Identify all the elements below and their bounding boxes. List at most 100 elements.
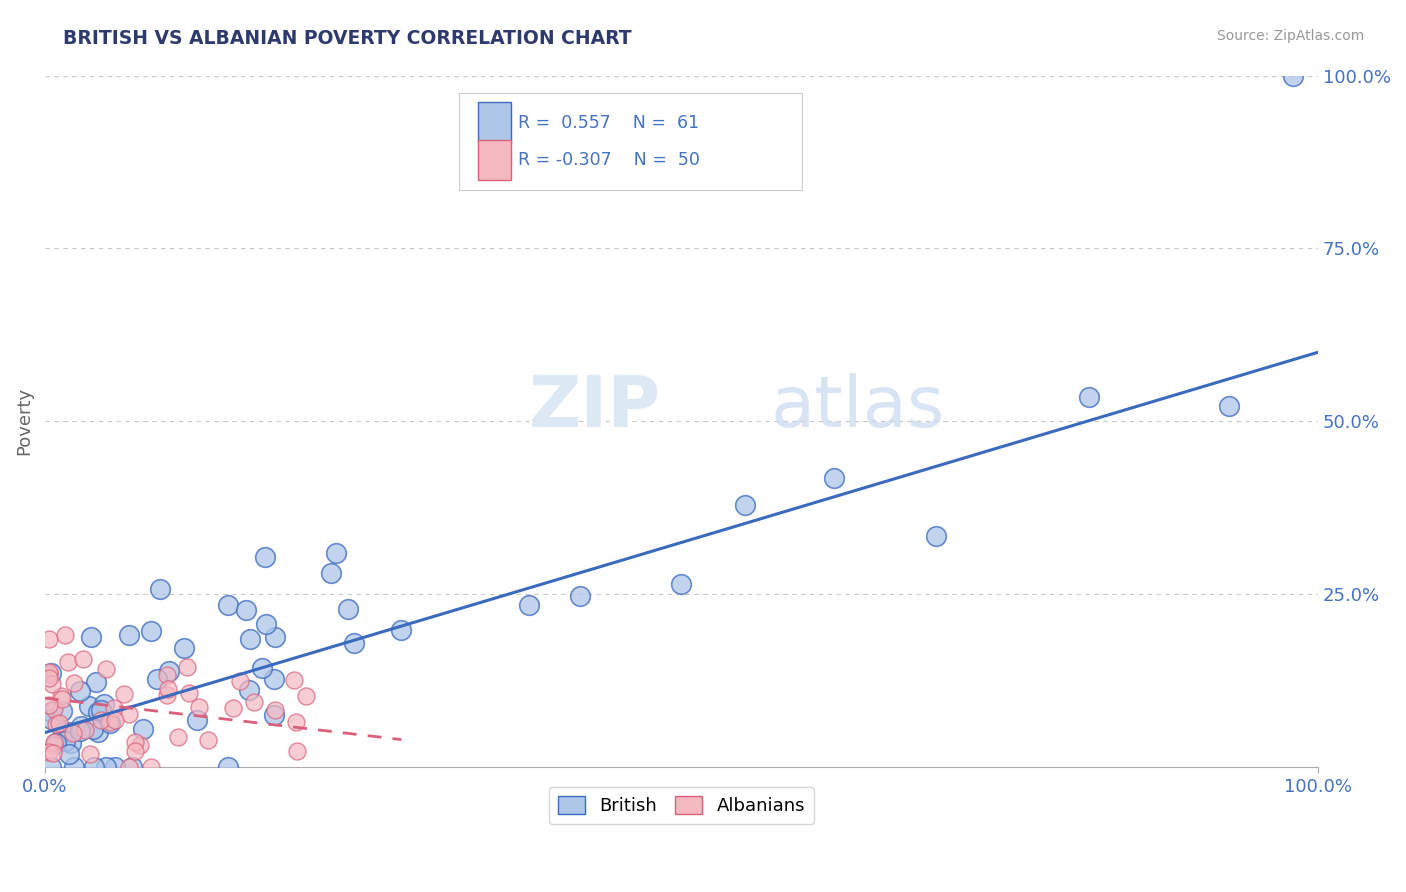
Point — [80, 630, 103, 644]
Point — [44, 735, 66, 749]
Point — [38, 667, 60, 681]
Point — [103, 701, 125, 715]
Point — [1218, 400, 1240, 414]
Point — [285, 714, 308, 729]
Point — [229, 673, 252, 688]
Point — [98, 715, 121, 730]
Point — [253, 550, 276, 565]
Point — [69, 683, 91, 698]
Point — [87, 705, 110, 719]
Point — [156, 688, 179, 702]
Point — [734, 498, 756, 512]
Point — [86, 674, 108, 689]
Point — [58, 747, 80, 761]
Point — [38, 671, 60, 685]
Point — [82, 722, 104, 736]
Point — [823, 471, 845, 485]
Point — [188, 699, 211, 714]
Text: ZIP: ZIP — [529, 373, 661, 442]
Point — [62, 760, 84, 774]
Text: R =  0.557    N =  61: R = 0.557 N = 61 — [519, 113, 700, 131]
Point — [157, 664, 180, 678]
Point — [90, 704, 112, 718]
Point — [51, 692, 73, 706]
Point — [72, 652, 94, 666]
Point — [124, 735, 146, 749]
Point — [38, 632, 60, 646]
Text: BRITISH VS ALBANIAN POVERTY CORRELATION CHART: BRITISH VS ALBANIAN POVERTY CORRELATION … — [63, 29, 631, 47]
Point — [56, 655, 79, 669]
Point — [42, 701, 65, 715]
Point — [252, 661, 274, 675]
Point — [238, 683, 260, 698]
Point — [77, 699, 100, 714]
Point — [263, 708, 285, 723]
Point — [337, 602, 360, 616]
Text: atlas: atlas — [770, 373, 945, 442]
Point — [48, 716, 70, 731]
Point — [83, 760, 105, 774]
Point — [53, 628, 76, 642]
Point — [118, 627, 141, 641]
Point — [121, 760, 143, 774]
Point — [568, 589, 591, 603]
Point — [98, 714, 121, 729]
Point — [285, 744, 308, 758]
Text: R = -0.307    N =  50: R = -0.307 N = 50 — [519, 151, 700, 169]
Point — [63, 676, 86, 690]
FancyBboxPatch shape — [458, 93, 803, 190]
Point — [45, 736, 67, 750]
Point — [53, 734, 76, 748]
Point — [264, 703, 287, 717]
Point — [87, 724, 110, 739]
Point — [89, 714, 111, 728]
Point — [254, 617, 277, 632]
Point — [93, 697, 115, 711]
Point — [343, 636, 366, 650]
Point — [94, 760, 117, 774]
Point — [41, 677, 63, 691]
Point — [49, 690, 72, 704]
Point — [319, 566, 342, 581]
Point — [44, 738, 66, 752]
Point — [94, 662, 117, 676]
Point — [294, 690, 316, 704]
Point — [69, 724, 91, 739]
Point — [124, 744, 146, 758]
Point — [39, 760, 62, 774]
FancyBboxPatch shape — [478, 103, 510, 143]
Point — [283, 673, 305, 687]
Point — [264, 630, 287, 644]
Point — [176, 660, 198, 674]
Point — [243, 695, 266, 709]
Point — [325, 546, 347, 560]
Point — [671, 577, 693, 591]
Point — [51, 704, 73, 718]
Point — [38, 698, 60, 712]
Point — [217, 760, 239, 774]
Point — [132, 722, 155, 736]
Point — [118, 760, 141, 774]
Text: Source: ZipAtlas.com: Source: ZipAtlas.com — [1216, 29, 1364, 43]
Point — [39, 665, 62, 680]
Point — [186, 713, 208, 727]
Y-axis label: Poverty: Poverty — [15, 387, 32, 456]
Point — [173, 640, 195, 655]
Point — [141, 760, 163, 774]
FancyBboxPatch shape — [478, 139, 510, 180]
Point — [263, 672, 285, 686]
Point — [239, 632, 262, 646]
Point — [128, 738, 150, 752]
Point — [52, 725, 75, 739]
Point — [79, 747, 101, 761]
Point — [118, 707, 141, 722]
Point — [59, 736, 82, 750]
Point — [145, 672, 167, 686]
Point — [1077, 390, 1099, 404]
Legend: British, Albanians: British, Albanians — [548, 787, 814, 824]
Point — [1281, 69, 1303, 83]
Point — [39, 712, 62, 726]
Point — [139, 624, 162, 639]
Point — [39, 705, 62, 719]
Point — [42, 746, 65, 760]
